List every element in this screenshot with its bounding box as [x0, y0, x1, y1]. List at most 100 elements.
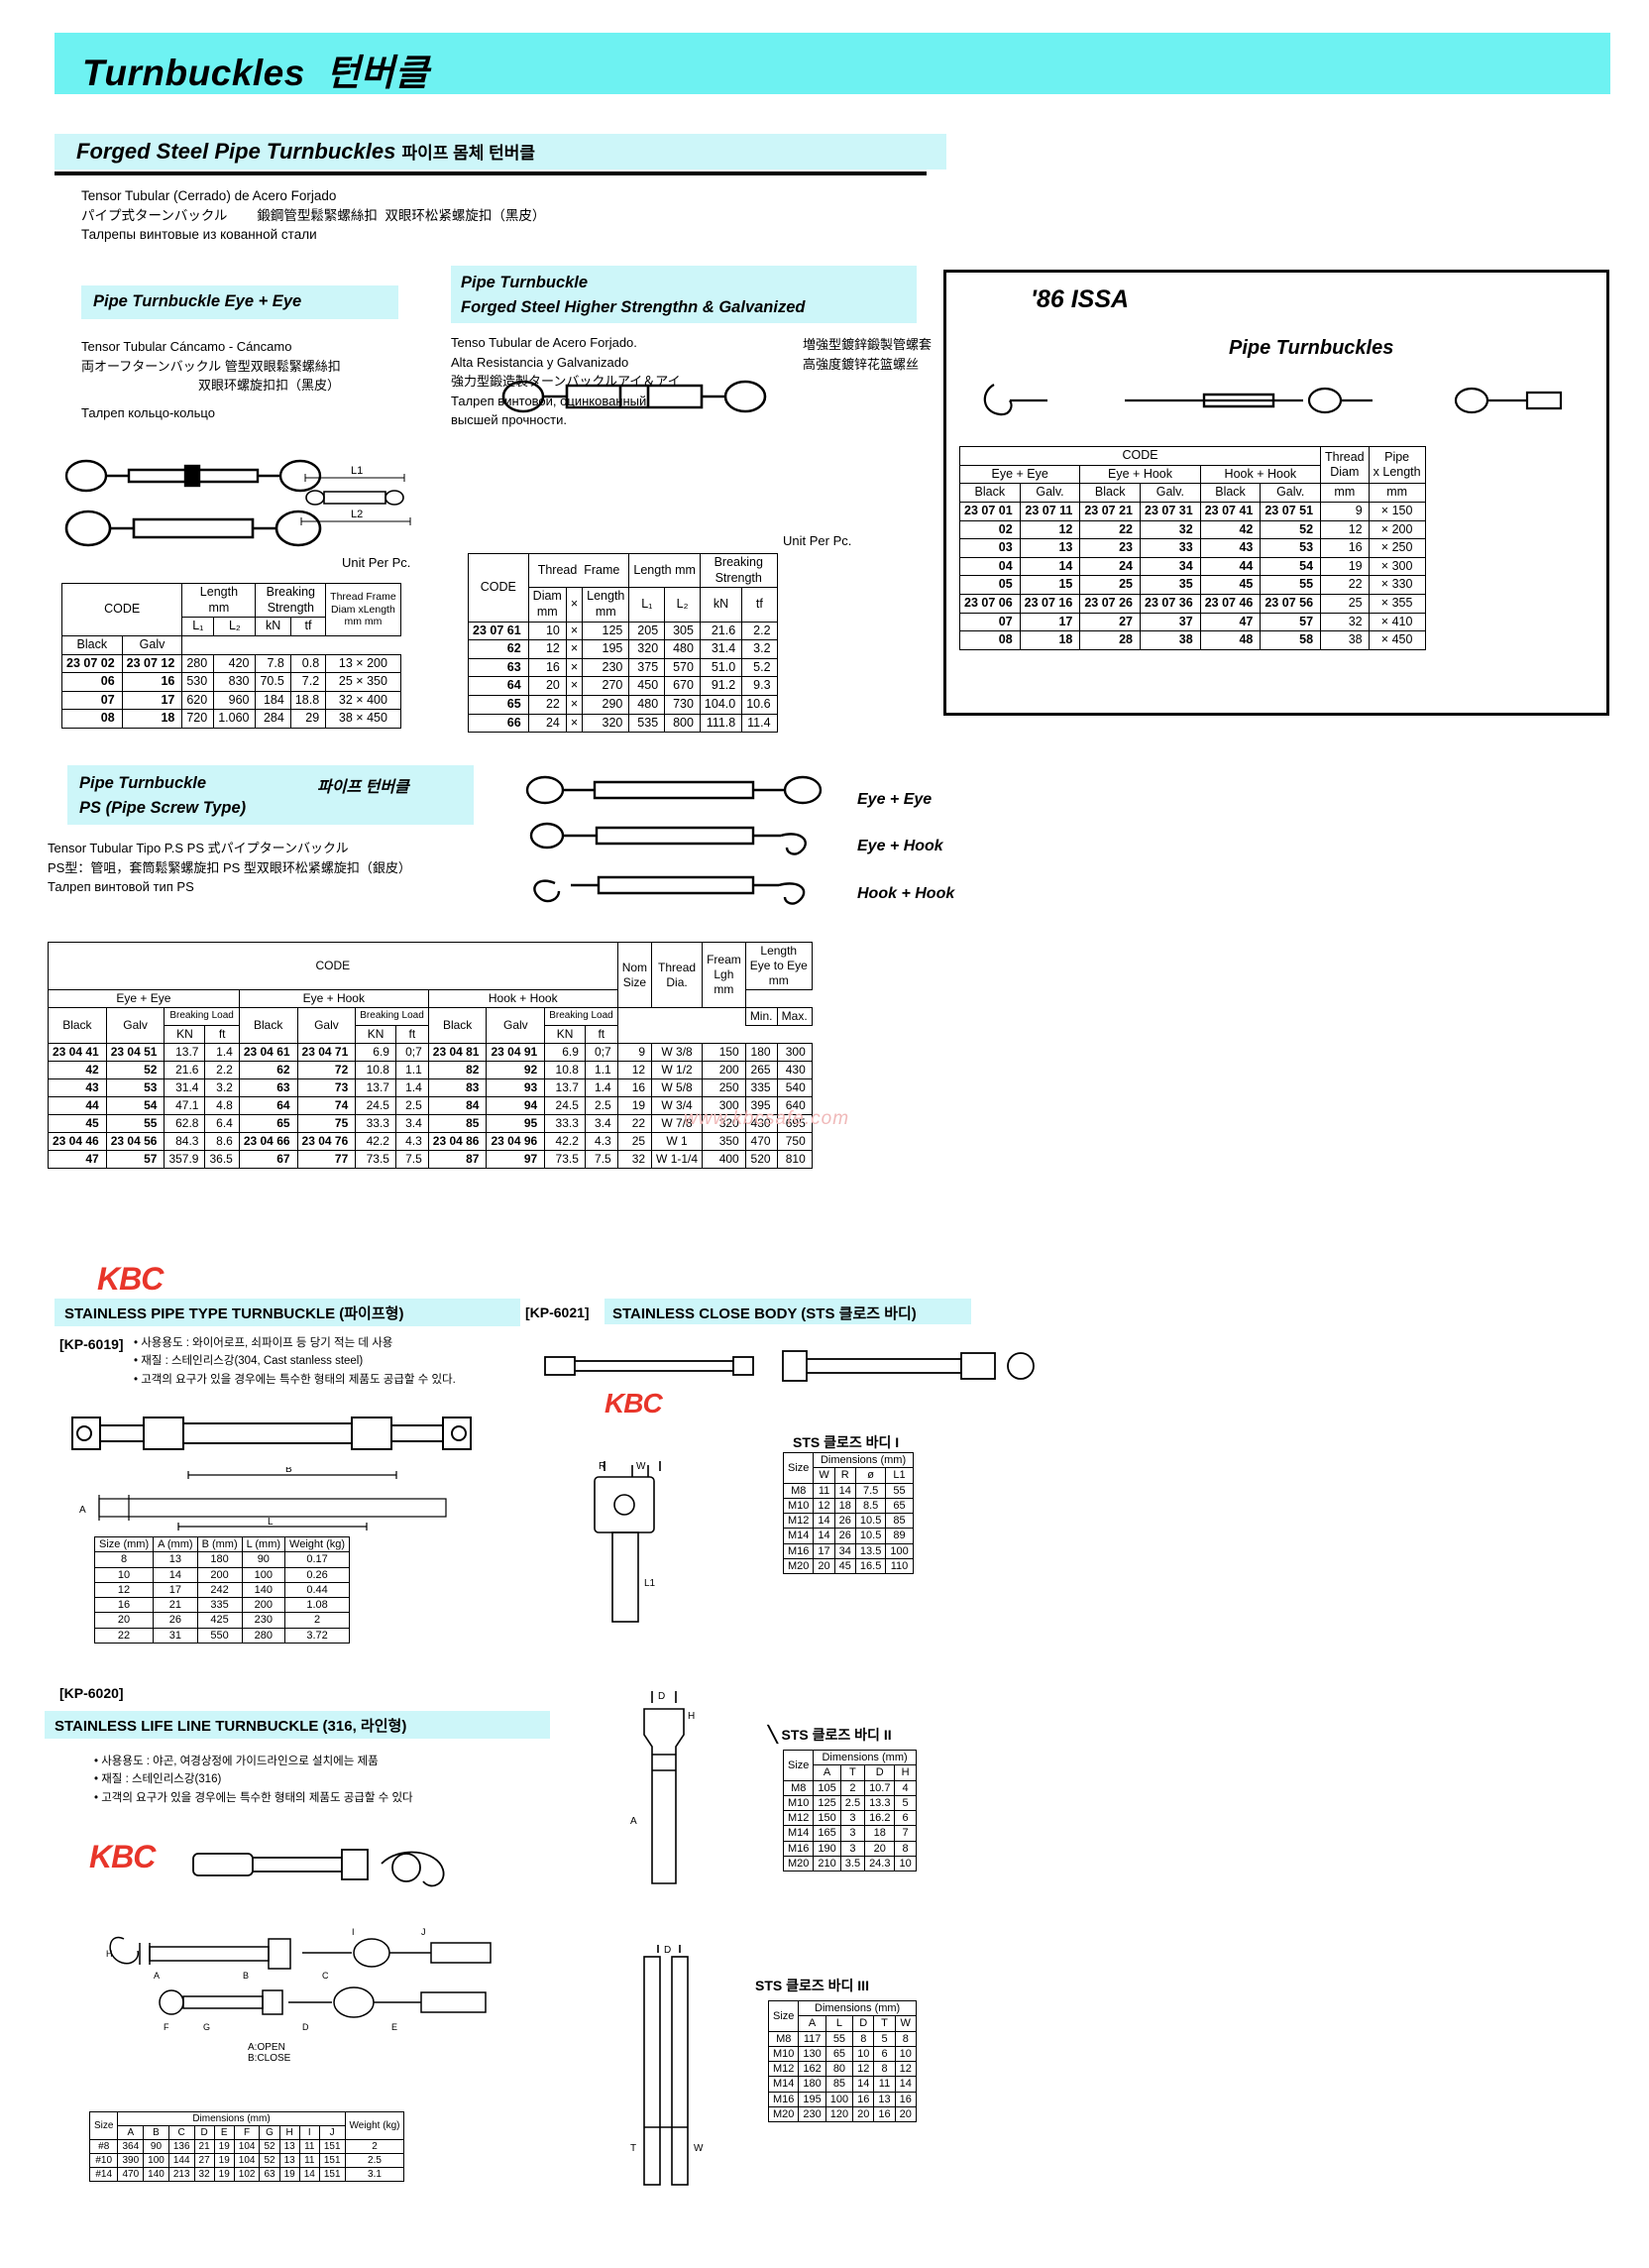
cell: 20 — [894, 2106, 917, 2123]
th-galv: Galv. — [1140, 483, 1201, 503]
cell-num: 730 — [664, 695, 701, 715]
cell-code: 24 — [1079, 556, 1142, 577]
cell-num: 2.2 — [204, 1061, 240, 1079]
cell: 19 — [278, 2167, 300, 2182]
cell-num: 6.9 — [355, 1043, 396, 1062]
cell: 144 — [167, 2153, 195, 2168]
table-row: 12 17 242 140 0.44 — [93, 1581, 351, 1599]
cell-num: 195 — [582, 639, 630, 659]
svg-text:F: F — [164, 2022, 169, 2032]
cell: 102 — [233, 2167, 261, 2182]
cell: 117 — [798, 2030, 826, 2047]
life-line-bar: STAINLESS LIFE LINE TURNBUCKLE (316, 라인형… — [45, 1711, 550, 1739]
cell: 140 — [143, 2167, 169, 2182]
th-black: Black — [1199, 483, 1262, 503]
lang-line: 高強度鍍锌花篮螺丝 — [803, 356, 920, 372]
cell: 100 — [824, 2091, 854, 2108]
cell-code: 23 04 56 — [105, 1132, 165, 1151]
cell-num: 810 — [776, 1150, 813, 1169]
ps-label-eye-eye: Eye + Eye — [857, 791, 933, 808]
sts1-part-drawing: R W L1 — [575, 1457, 694, 1636]
sts1-title: STS 클로즈 바디 I — [793, 1434, 900, 1450]
cell: 3.1 — [344, 2167, 405, 2182]
cell: 3 — [839, 1840, 866, 1858]
cell: × — [565, 657, 584, 678]
cell: 55 — [824, 2030, 854, 2047]
cell-num: 520 — [744, 1150, 778, 1169]
svg-text:B: B — [243, 1971, 249, 1981]
cell: 13.5 — [854, 1542, 887, 1560]
cell-code: 23 07 01 — [959, 501, 1021, 521]
kp-6019-tag: [KP-6019] — [59, 1336, 124, 1352]
cell: W 1 — [651, 1132, 704, 1151]
cell-code: 53 — [105, 1078, 165, 1097]
cell: 13 — [873, 2091, 896, 2108]
cell-num: 2.2 — [741, 621, 778, 641]
table-row: 43 53 31.4 3.2 63 73 13.7 1.4 83 93 13.7 1.4 16 W 5/8… — [48, 1078, 813, 1097]
cell-code: 75 — [296, 1114, 357, 1133]
lang-line: Талрепы винтовые из кованной стали — [81, 227, 317, 243]
cell-num: 12 — [616, 1061, 653, 1079]
cell: × 250 — [1368, 538, 1426, 558]
table-row: M10 130 65 10 6 10 — [767, 2045, 917, 2063]
cell-num: 24 — [527, 713, 567, 734]
th-frame-length: Length mm — [582, 587, 630, 623]
cell: 7.5 — [854, 1482, 887, 1499]
cell: 13 — [153, 1551, 198, 1568]
th-times: × — [565, 587, 584, 623]
cell: 11 — [298, 2139, 320, 2154]
cell-num: 16 — [527, 657, 567, 678]
table-row: 47 57 357.9 36.5 67 77 73.5 7.5 87 97 73.5 7.5 32 W 1… — [48, 1150, 813, 1169]
cell: 151 — [318, 2139, 346, 2154]
cell: 2.5 — [839, 1794, 866, 1812]
cell: M14 — [782, 1825, 815, 1842]
cell: 3 — [839, 1810, 866, 1827]
cell-code: 23 04 46 — [48, 1132, 107, 1151]
cell-code: 84 — [427, 1096, 488, 1115]
cell: 16 — [852, 2091, 875, 2108]
cell: × — [565, 713, 584, 734]
cell-num: 750 — [776, 1132, 813, 1151]
cell-num: 180 — [744, 1043, 778, 1062]
th: T — [839, 1764, 866, 1781]
cell: 34 — [833, 1542, 856, 1560]
cell: 11 — [298, 2153, 320, 2168]
note-line: • 재질 : 스테인리스강(304, Cast stanless steel) — [134, 1355, 364, 1368]
table-row: 16 21 335 200 1.08 — [93, 1597, 351, 1614]
cell-num: 125 — [582, 621, 630, 641]
table-row: 23 04 41 23 04 51 13.7 1.4 23 04 61 23 04 71 6… — [48, 1043, 813, 1062]
kbc-logo: KBC — [97, 1261, 164, 1297]
cell: 0.26 — [284, 1566, 351, 1583]
cell-num: 7.2 — [289, 672, 327, 692]
cell: 390 — [117, 2153, 145, 2168]
table-header-row: Size (mm) A (mm) B (mm) L (mm) Weight (kg) — [93, 1535, 351, 1553]
lang-line: высшей прочности. — [451, 412, 568, 427]
cell-num: 480 — [664, 639, 701, 659]
cell: 10 — [852, 2045, 875, 2063]
cell: 104 — [233, 2139, 261, 2154]
th: A — [117, 2125, 145, 2140]
cell-num: 32 — [1320, 612, 1370, 632]
cell: 200 — [196, 1566, 243, 1583]
th-l2: L₂ — [664, 587, 701, 623]
th-dimensions: Dimensions (mm) — [813, 1749, 917, 1766]
cell-code: 53 — [1260, 538, 1322, 558]
cell-code: 82 — [427, 1061, 488, 1079]
table-row: 07 17 27 37 47 57 32 × 410 — [959, 612, 1426, 632]
th: Weight (kg) — [284, 1535, 351, 1553]
cell-num: 9 — [616, 1043, 653, 1062]
th-diam: Diam mm — [527, 587, 567, 623]
sts3-table-body: M8 117 55 8 5 8 M10 130 65 10 6 10 M12 162 80 12 8 12 M14 1… — [767, 2030, 917, 2123]
th: D — [193, 2125, 215, 2140]
cell: 230 — [241, 1612, 286, 1629]
th: W — [813, 1467, 835, 1484]
th-l1: L₁ — [181, 617, 215, 636]
cell-code: 23 04 66 — [238, 1132, 298, 1151]
lang-line: Tensor Tubular (Cerrado) de Acero Forjad… — [81, 188, 337, 203]
cell-num: 4.8 — [204, 1096, 240, 1115]
cell-code: 32 — [1140, 519, 1201, 540]
cell: 26 — [833, 1513, 856, 1530]
svg-text:A: A — [79, 1505, 86, 1516]
